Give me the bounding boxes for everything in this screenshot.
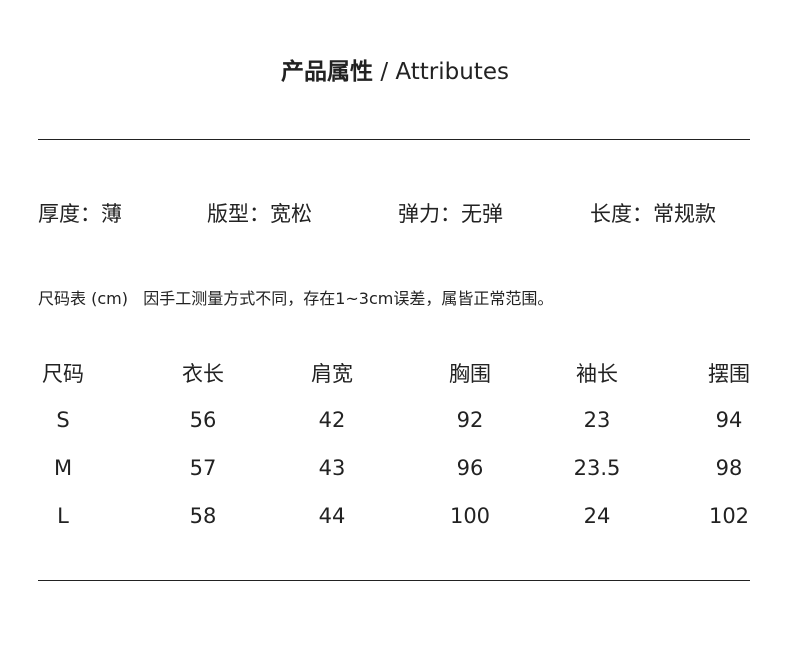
- table-header: 摆围: [708, 362, 750, 386]
- table-cell: 24: [583, 504, 611, 528]
- table-cell: 56: [189, 408, 217, 432]
- table-cell: 42: [318, 408, 346, 432]
- attr-length: 长度：常规款: [590, 202, 716, 226]
- attr-thickness: 厚度：薄: [38, 202, 122, 226]
- table-header: 肩宽: [311, 362, 353, 386]
- size-note: 尺码表 (cm) 因手工测量方式不同，存在1~3cm误差，属皆正常范围。: [38, 289, 554, 308]
- table-cell: 92: [456, 408, 484, 432]
- table-cell: 96: [456, 456, 484, 480]
- table-cell: 58: [189, 504, 217, 528]
- bottom-divider: [38, 580, 750, 581]
- title-zh: 产品属性: [281, 59, 374, 85]
- table-cell: 23.5: [573, 456, 621, 480]
- attr-fit: 版型：宽松: [207, 202, 312, 226]
- table-cell: M: [53, 456, 73, 480]
- table-cell: L: [57, 504, 69, 528]
- table-header: 袖长: [576, 362, 618, 386]
- table-cell: 94: [715, 408, 743, 432]
- table-cell: 57: [189, 456, 217, 480]
- table-cell: 44: [318, 504, 346, 528]
- title-sep: /: [373, 59, 396, 85]
- attr-elasticity: 弹力：无弹: [398, 202, 503, 226]
- table-header: 衣长: [182, 362, 224, 386]
- table-cell: 23: [583, 408, 611, 432]
- title-en: Attributes: [395, 59, 509, 85]
- page-title: 产品属性 / Attributes: [0, 52, 790, 86]
- table-cell: 102: [708, 504, 750, 528]
- table-cell: S: [56, 408, 70, 432]
- table-cell: 98: [715, 456, 743, 480]
- table-header: 尺码: [42, 362, 84, 386]
- table-cell: 43: [318, 456, 346, 480]
- table-header: 胸围: [449, 362, 491, 386]
- table-cell: 100: [449, 504, 491, 528]
- top-divider: [38, 139, 750, 140]
